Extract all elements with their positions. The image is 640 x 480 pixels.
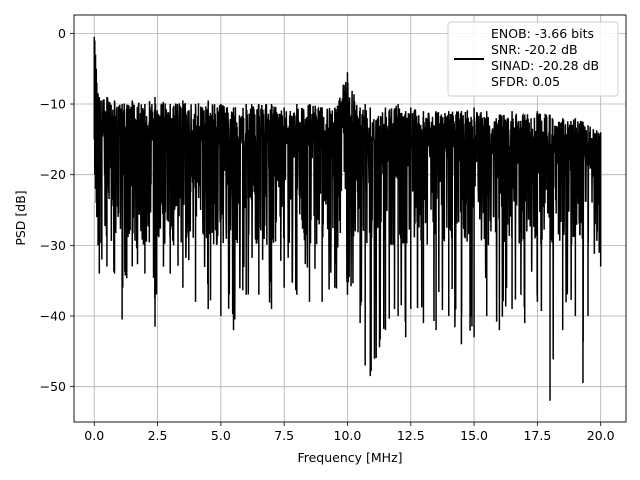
x-tick-label: 20.0 xyxy=(587,428,615,443)
y-tick-label: −20 xyxy=(40,167,66,182)
series-layer xyxy=(93,36,602,401)
legend-entry-sfdr: SFDR: 0.05 xyxy=(491,74,560,89)
y-tick-label: −40 xyxy=(40,309,66,324)
legend-entry-sinad: SINAD: -20.28 dB xyxy=(491,58,599,73)
y-axis-label: PSD [dB] xyxy=(13,190,28,245)
legend-entry-snr: SNR: -20.2 dB xyxy=(491,42,578,57)
y-tick-label: −50 xyxy=(40,379,66,394)
x-tick-label: 10.0 xyxy=(334,428,362,443)
x-tick-label: 12.5 xyxy=(397,428,425,443)
x-tick-label: 0.0 xyxy=(84,428,104,443)
x-axis-label: Frequency [MHz] xyxy=(297,450,402,465)
x-tick-label: 5.0 xyxy=(211,428,231,443)
y-tick-label: 0 xyxy=(58,26,66,41)
legend: ENOB: -3.66 bits SNR: -20.2 dB SINAD: -2… xyxy=(447,21,619,97)
x-axis: 0.0 2.5 5.0 7.5 10.0 12.5 15.0 17.5 20.0 xyxy=(84,422,615,443)
x-tick-label: 17.5 xyxy=(523,428,551,443)
legend-entry-enob: ENOB: -3.66 bits xyxy=(491,26,594,41)
x-tick-label: 7.5 xyxy=(274,428,294,443)
y-axis: 0 −10 −20 −30 −40 −50 xyxy=(40,26,74,394)
x-tick-label: 15.0 xyxy=(460,428,488,443)
plot-frame xyxy=(73,14,627,423)
plot-area xyxy=(93,36,602,401)
legend-box xyxy=(447,21,619,97)
psd-series-line xyxy=(93,36,602,401)
y-tick-label: −10 xyxy=(40,97,66,112)
x-tick-label: 2.5 xyxy=(148,428,168,443)
y-tick-label: −30 xyxy=(40,238,66,253)
